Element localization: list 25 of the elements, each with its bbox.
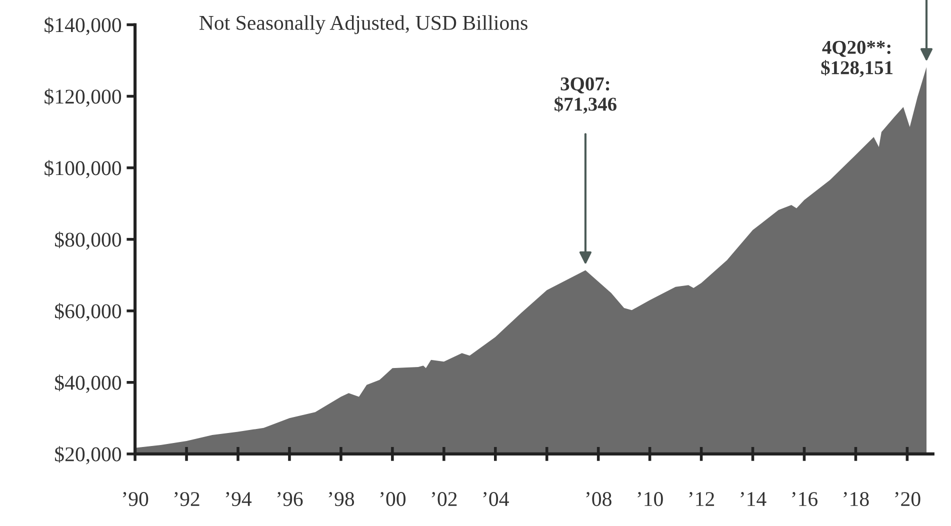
x-tick-label: ’90 [122, 492, 148, 506]
x-tick-label: ’18 [844, 492, 869, 506]
x-tick-label: ’04 [483, 492, 509, 506]
y-tick-label: $100,000 [44, 160, 122, 178]
x-tick-label: ’12 [689, 492, 714, 506]
y-tick-label: $20,000 [55, 446, 122, 464]
chart-subtitle: Not Seasonally Adjusted, USD Billions [199, 15, 528, 34]
y-tick-label: $140,000 [44, 16, 122, 36]
annotation: 3Q07: $71,346 [554, 77, 616, 114]
x-tick-label: ’16 [792, 492, 818, 506]
x-tick-label: ’02 [432, 492, 457, 506]
x-tick-label: ’00 [380, 492, 406, 506]
y-tick-label: $120,000 [44, 88, 122, 107]
x-tick-label: ’92 [174, 492, 200, 506]
x-tick-label: ’96 [277, 492, 303, 506]
annotation: 4Q20**: $128,151 [821, 40, 893, 78]
y-tick-label: $60,000 [55, 303, 122, 322]
x-tick-label: ’98 [328, 492, 354, 506]
x-tick-label: ’20 [895, 492, 920, 506]
x-tick-label: ’14 [740, 492, 766, 506]
x-tick-label: ’08 [586, 492, 612, 506]
y-tick-label: $80,000 [55, 231, 122, 250]
x-tick-label: ’94 [226, 492, 252, 506]
x-tick-label: ’10 [638, 492, 663, 506]
y-tick-label: $40,000 [55, 374, 122, 393]
